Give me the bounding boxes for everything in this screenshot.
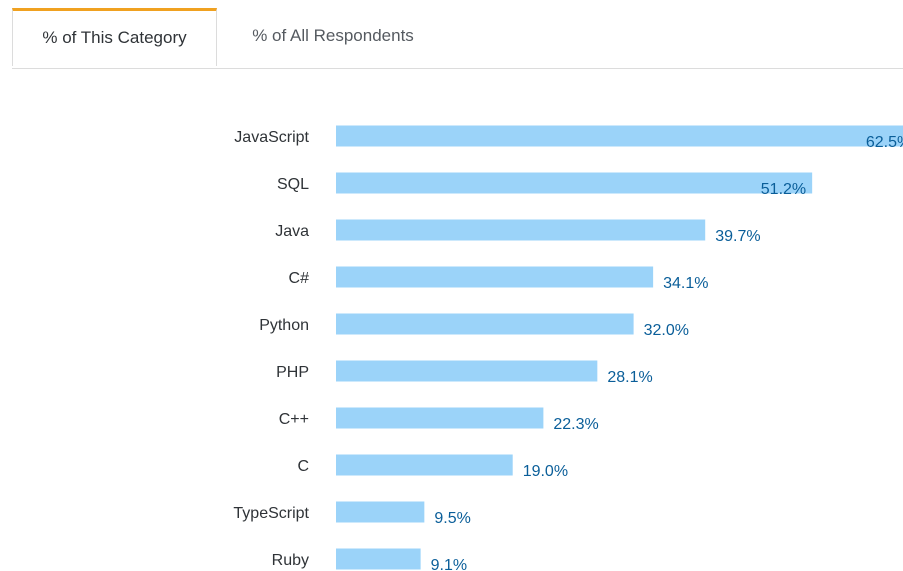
bar[interactable] <box>336 125 903 147</box>
bar[interactable] <box>336 501 425 523</box>
category-label: TypeScript <box>233 505 309 522</box>
tab-bar: % of This Category % of All Respondents <box>12 8 903 69</box>
category-label: C <box>297 458 309 475</box>
category-label: PHP <box>276 364 309 381</box>
value-label: 62.5% <box>866 134 903 151</box>
value-label: 39.7% <box>715 228 760 245</box>
value-label: 28.1% <box>607 369 652 386</box>
tab-this-category[interactable]: % of This Category <box>12 8 217 66</box>
value-label: 9.1% <box>431 557 467 571</box>
category-label: C++ <box>279 411 309 428</box>
bar[interactable] <box>336 313 634 335</box>
tab-all-respondents[interactable]: % of All Respondents <box>252 26 414 45</box>
value-label: 19.0% <box>523 463 568 480</box>
category-label: Ruby <box>272 552 309 569</box>
bar[interactable] <box>336 360 598 382</box>
value-label: 9.5% <box>434 510 470 527</box>
category-label: SQL <box>277 176 309 193</box>
bar[interactable] <box>336 407 544 429</box>
value-label: 51.2% <box>761 181 806 198</box>
bar[interactable] <box>336 548 421 570</box>
category-label: JavaScript <box>234 129 309 146</box>
value-label: 34.1% <box>663 275 708 292</box>
bar[interactable] <box>336 219 706 241</box>
value-label: 22.3% <box>553 416 598 433</box>
bar[interactable] <box>336 172 813 194</box>
bar[interactable] <box>336 266 654 288</box>
category-label: Python <box>259 317 309 334</box>
category-label: C# <box>289 270 310 287</box>
value-label: 32.0% <box>644 322 689 339</box>
bar[interactable] <box>336 454 513 476</box>
category-label: Java <box>275 223 309 240</box>
